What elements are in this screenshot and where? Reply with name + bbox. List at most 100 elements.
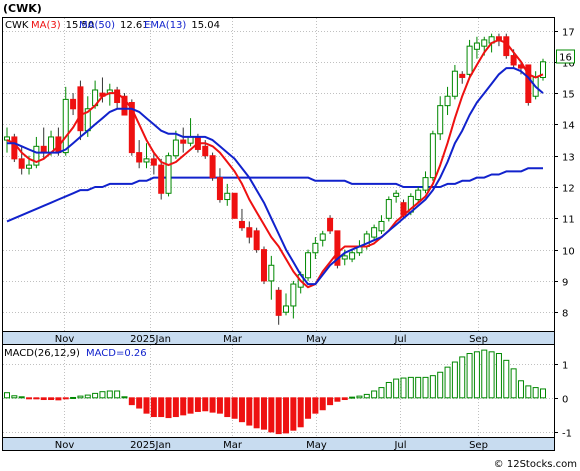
candle-down bbox=[150, 158, 157, 166]
macd-bar-negative bbox=[128, 397, 135, 406]
candle-up bbox=[172, 139, 179, 157]
macd-bar-negative bbox=[290, 397, 297, 431]
macd-bar-negative bbox=[187, 397, 194, 414]
macd-bar-negative bbox=[224, 397, 231, 418]
macd-bar-positive bbox=[92, 392, 99, 399]
candle-down bbox=[246, 227, 253, 238]
macd-bar-negative bbox=[150, 397, 157, 418]
macd-bar-positive bbox=[349, 396, 356, 399]
x-tick-label: May bbox=[306, 440, 327, 451]
candle-up bbox=[312, 242, 319, 254]
macd-bars bbox=[4, 349, 546, 435]
moving-average-lines bbox=[6, 38, 544, 289]
candle-down bbox=[334, 230, 341, 266]
price-legend-entry: MA(3) 15.50 bbox=[31, 20, 94, 31]
macd-bar-negative bbox=[297, 397, 304, 428]
macd-bar-negative bbox=[202, 397, 209, 412]
candle-up bbox=[415, 189, 422, 201]
macd-bar-positive bbox=[510, 368, 517, 399]
price-legend-label: MA(3) bbox=[31, 20, 61, 31]
candle-up bbox=[4, 136, 10, 141]
candle-down bbox=[253, 230, 260, 251]
candle-down bbox=[202, 145, 209, 157]
macd-bar-positive bbox=[481, 349, 488, 399]
candle-up bbox=[393, 192, 400, 197]
candle-down bbox=[114, 89, 121, 104]
macd-bar-negative bbox=[327, 397, 334, 406]
macd-bar-negative bbox=[216, 397, 223, 414]
candle-down bbox=[11, 136, 18, 160]
candle-up bbox=[283, 305, 290, 313]
candle-up bbox=[444, 95, 451, 107]
macd-tick-label: -1 bbox=[562, 429, 572, 440]
macd-bar-positive bbox=[400, 377, 407, 399]
candle-up bbox=[371, 227, 378, 238]
macd-bar-negative bbox=[55, 397, 62, 401]
price-legend-value: 15.50 bbox=[66, 20, 95, 31]
candle-up bbox=[385, 199, 392, 219]
ma50-line bbox=[6, 167, 543, 223]
price-tick-label: 8 bbox=[562, 309, 568, 320]
candle-down bbox=[136, 152, 143, 163]
macd-bar-negative bbox=[180, 397, 187, 416]
macd-bar-negative bbox=[33, 397, 40, 400]
price-tick-label: 9 bbox=[562, 278, 568, 289]
candle-up bbox=[466, 45, 473, 75]
ema13-series-line bbox=[7, 67, 544, 286]
last-price-box bbox=[556, 49, 575, 64]
candle-down bbox=[525, 64, 532, 104]
candle-down bbox=[216, 177, 223, 201]
macd-bar-positive bbox=[503, 359, 510, 399]
macd-bar-negative bbox=[62, 397, 69, 400]
macd-bar-negative bbox=[209, 397, 216, 413]
macd-bar-positive bbox=[517, 380, 524, 399]
candle-up bbox=[451, 70, 458, 97]
macd-bar-negative bbox=[312, 397, 319, 414]
macd-bar-positive bbox=[106, 390, 113, 399]
candle-up bbox=[290, 283, 297, 307]
x-tick-label: Jul bbox=[393, 440, 406, 451]
candle-up bbox=[319, 233, 326, 241]
price-legend-entry: CWK bbox=[5, 20, 29, 31]
macd-bar-negative bbox=[283, 397, 290, 434]
x-tick-label: Mar bbox=[223, 334, 243, 345]
macd-bar-negative bbox=[319, 397, 326, 411]
price-tick-label: 17 bbox=[562, 28, 575, 39]
price-tick-label: 11 bbox=[562, 215, 575, 226]
macd-bar-positive bbox=[84, 394, 91, 399]
macd-tick-label: 1 bbox=[562, 361, 568, 372]
macd-bar-negative bbox=[305, 397, 312, 419]
candle-down bbox=[238, 220, 245, 229]
price-tick-label: 15 bbox=[562, 90, 575, 101]
candle-down bbox=[158, 164, 165, 194]
macd-bar-positive bbox=[378, 387, 385, 399]
macd-bar-positive bbox=[99, 391, 106, 399]
macd-tick-label: 0 bbox=[562, 395, 568, 406]
candle-up bbox=[437, 105, 444, 135]
candle-down bbox=[77, 86, 84, 132]
price-legend-label: MA(50) bbox=[79, 20, 115, 31]
macd-bar-negative bbox=[231, 397, 238, 419]
price-legend-value: 15.04 bbox=[191, 20, 220, 31]
macd-bar-positive bbox=[407, 376, 414, 399]
macd-bar-positive bbox=[525, 385, 532, 399]
candle-up bbox=[473, 42, 480, 50]
x-tick-label: 2025Jan bbox=[130, 440, 171, 451]
candle-up bbox=[62, 98, 69, 154]
macd-bar-negative bbox=[172, 397, 179, 418]
macd-bar-negative bbox=[194, 397, 201, 412]
price-tick-label: 10 bbox=[562, 247, 575, 258]
candle-up bbox=[341, 255, 348, 260]
macd-bar-positive bbox=[429, 375, 436, 399]
price-panel bbox=[2, 17, 555, 332]
candle-down bbox=[231, 192, 238, 219]
symbol-label: (CWK) bbox=[3, 2, 42, 15]
price-legend-entry: EMA(13) 15.04 bbox=[144, 20, 220, 31]
macd-bar-positive bbox=[385, 381, 392, 399]
price-tick-label: 16 bbox=[562, 59, 575, 70]
macd-bar-negative bbox=[341, 397, 348, 401]
macd-bar-positive bbox=[473, 351, 480, 399]
macd-bar-positive bbox=[4, 392, 10, 399]
macd-bar-positive bbox=[540, 388, 546, 399]
candle-up bbox=[429, 133, 436, 179]
